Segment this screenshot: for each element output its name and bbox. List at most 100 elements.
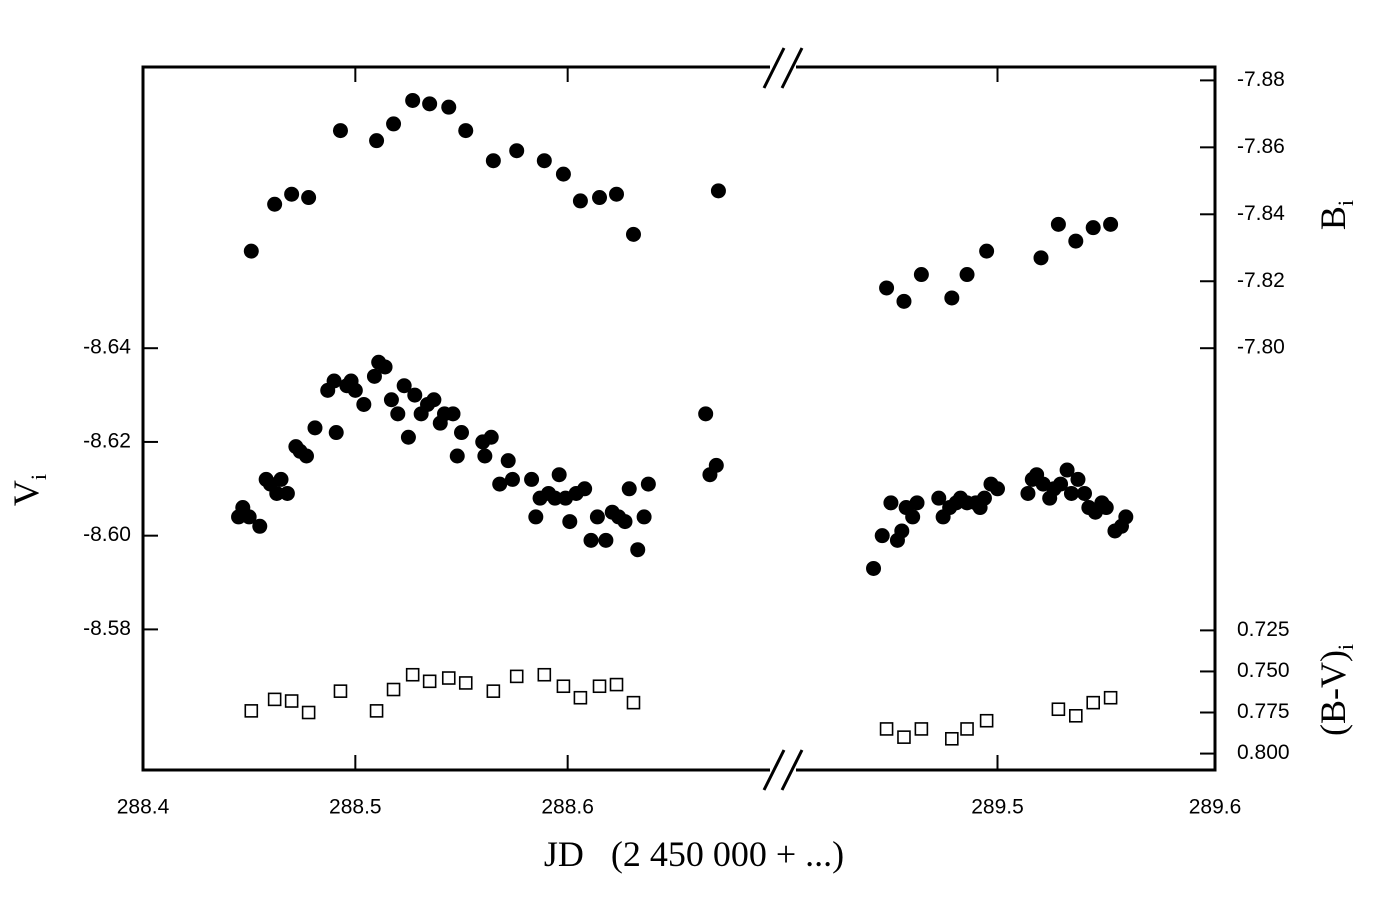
point <box>1070 471 1086 487</box>
point <box>386 116 402 132</box>
x-tick-label: 288.4 <box>117 796 170 819</box>
y2-tick-label: -7.82 <box>1237 269 1285 292</box>
point <box>1103 690 1118 705</box>
point <box>636 509 652 525</box>
point <box>960 722 974 736</box>
point <box>369 704 384 718</box>
point <box>1118 509 1134 525</box>
point <box>369 133 385 149</box>
point <box>366 368 382 384</box>
point <box>509 143 525 159</box>
point <box>931 490 947 506</box>
y2-axis-label-sub: i <box>1333 200 1358 206</box>
point <box>698 406 714 422</box>
point <box>708 457 724 473</box>
point <box>959 267 975 283</box>
point <box>422 674 437 689</box>
point <box>913 267 929 283</box>
point <box>241 509 257 525</box>
point <box>1077 485 1092 501</box>
point <box>577 481 593 497</box>
point <box>422 96 438 112</box>
point <box>592 679 607 694</box>
point <box>626 695 641 710</box>
point <box>483 429 499 445</box>
point <box>905 509 921 525</box>
point <box>1063 485 1079 501</box>
point <box>509 669 524 684</box>
point <box>874 528 890 544</box>
point <box>598 532 614 548</box>
point <box>879 722 894 736</box>
point <box>328 425 344 441</box>
y3-axis-label: (B-V)i <box>1313 644 1358 736</box>
point <box>979 713 994 728</box>
point <box>458 676 473 690</box>
point <box>269 485 285 501</box>
y2-tick-label: -7.80 <box>1237 336 1285 359</box>
point <box>583 532 599 548</box>
y-axis-label: Vi <box>6 474 51 506</box>
point <box>445 406 461 422</box>
point <box>273 471 289 487</box>
y-tick-label: -8.62 <box>83 429 131 452</box>
y3-tick-label: 0.750 <box>1237 659 1290 682</box>
point <box>896 293 912 309</box>
point <box>555 166 571 182</box>
point <box>298 448 314 464</box>
point <box>573 690 588 705</box>
point <box>1085 220 1101 236</box>
point <box>914 722 929 736</box>
point <box>909 495 925 511</box>
point <box>284 694 299 708</box>
y2-tick-label: -7.88 <box>1237 68 1285 91</box>
y2-tick-label: -7.86 <box>1237 135 1285 158</box>
point <box>990 481 1005 497</box>
point <box>945 731 959 746</box>
point <box>383 392 399 408</box>
x-tick-label: 288.5 <box>329 796 382 819</box>
point <box>621 481 637 497</box>
point <box>301 705 316 720</box>
point <box>449 448 465 464</box>
point <box>1051 702 1066 717</box>
point <box>710 183 726 199</box>
point <box>976 490 992 506</box>
point <box>333 684 348 698</box>
point <box>347 382 363 398</box>
point <box>1033 250 1049 266</box>
point <box>377 359 393 375</box>
point <box>866 560 882 576</box>
point <box>589 509 605 525</box>
point <box>609 186 625 202</box>
y3-tick-label: 0.775 <box>1237 700 1290 723</box>
point <box>547 490 563 506</box>
point <box>244 704 259 718</box>
point <box>396 378 412 394</box>
point <box>492 476 508 492</box>
point <box>894 523 910 539</box>
point <box>243 243 259 259</box>
point <box>332 123 348 139</box>
point <box>458 123 474 139</box>
point <box>1103 216 1119 232</box>
point <box>883 495 899 511</box>
y2-tick-label: -7.84 <box>1237 202 1285 225</box>
y-axis-label-sub: i <box>26 474 51 480</box>
point <box>524 471 540 487</box>
x-tick-label: 288.6 <box>541 796 594 819</box>
point <box>536 153 552 169</box>
y-tick-label: -8.58 <box>83 617 131 640</box>
y2-axis-label: Bi <box>1313 200 1358 230</box>
point <box>307 420 323 436</box>
point <box>1069 708 1083 723</box>
point <box>1098 500 1114 516</box>
point <box>386 682 401 697</box>
y3-tick-label: 0.725 <box>1237 618 1290 641</box>
point <box>267 196 283 212</box>
point <box>562 514 578 530</box>
point <box>897 730 911 744</box>
point <box>979 243 995 259</box>
point <box>454 425 469 441</box>
